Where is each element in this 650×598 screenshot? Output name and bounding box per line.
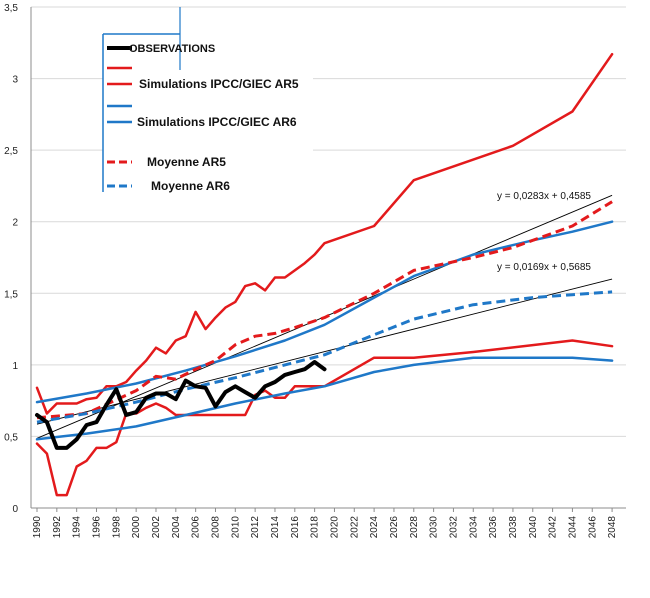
y-tick-label: 2 xyxy=(12,218,18,229)
y-tick-label: 1,5 xyxy=(4,289,18,300)
x-tick-label: 2002 xyxy=(151,516,162,539)
x-tick-label: 2048 xyxy=(607,516,618,539)
x-tick-label: 2044 xyxy=(567,516,578,539)
y-tick-label: 3,5 xyxy=(4,3,18,14)
x-tick-label: 2004 xyxy=(171,516,182,539)
series-line-2 xyxy=(35,339,614,497)
x-tick-label: 2010 xyxy=(230,516,241,539)
x-tick-label: 1998 xyxy=(111,516,122,539)
x-tick-label: 2016 xyxy=(290,516,301,539)
x-axis-ticks: 1990 1992 1994 1996 1998 2000 2002 2004 2006 2008… xyxy=(32,516,618,539)
x-tick-label: 1992 xyxy=(52,516,63,539)
x-tick-label: 2008 xyxy=(210,516,221,539)
legend-label: OBSERVATIONS xyxy=(129,43,215,55)
x-tick-label: 2020 xyxy=(329,516,340,539)
x-tick-label: 2030 xyxy=(429,516,440,539)
series-lines xyxy=(35,52,614,497)
x-tick-label: 2014 xyxy=(270,516,281,539)
series-line-0 xyxy=(35,360,327,450)
axes xyxy=(30,7,626,512)
x-tick-label: 2024 xyxy=(369,516,380,539)
y-tick-label: 0,5 xyxy=(4,432,18,443)
series-line-5 xyxy=(36,200,613,420)
x-tick-label: 2032 xyxy=(448,516,459,539)
x-tick-label: 2018 xyxy=(310,516,321,539)
x-tick-label: 2026 xyxy=(389,516,400,539)
x-tick-label: 2000 xyxy=(131,516,142,539)
y-tick-label: 2,5 xyxy=(4,146,18,157)
trendline-equation: y = 0,0169x + 0,5685 xyxy=(497,262,591,273)
y-axis-ticks: 0 0,5 1 1,5 2 2,5 3 3,5 xyxy=(4,3,18,515)
legend-box xyxy=(103,34,313,194)
x-tick-label: 2046 xyxy=(587,516,598,539)
x-tick-label: 1996 xyxy=(91,516,102,539)
x-tick-label: 2034 xyxy=(468,516,479,539)
y-tick-label: 0 xyxy=(12,504,18,515)
legend-label: Moyenne AR5 xyxy=(147,155,226,169)
trendline-equation: y = 0,0283x + 0,4585 xyxy=(497,191,591,202)
x-tick-label: 2038 xyxy=(508,516,519,539)
trendline xyxy=(36,278,613,425)
legend-label: Simulations IPCC/GIEC AR5 xyxy=(139,77,299,91)
legend-label: Moyenne AR6 xyxy=(151,179,230,193)
x-tick-label: 2028 xyxy=(409,516,420,539)
series-line-1 xyxy=(35,52,614,415)
x-tick-label: 1994 xyxy=(72,516,83,539)
series-line-4 xyxy=(35,356,614,441)
x-tick-label: 2022 xyxy=(349,516,360,539)
series-line-6 xyxy=(36,290,613,424)
series-line-3 xyxy=(35,220,614,404)
y-tick-label: 1 xyxy=(12,361,18,372)
x-tick-label: 1990 xyxy=(32,516,43,539)
x-tick-label: 2036 xyxy=(488,516,499,539)
x-tick-label: 2006 xyxy=(191,516,202,539)
legend-label: Simulations IPCC/GIEC AR6 xyxy=(137,115,297,129)
legend: OBSERVATIONS Simulations IPCC/GIEC AR5 Sim… xyxy=(102,7,313,194)
y-tick-label: 3 xyxy=(12,75,18,86)
x-tick-label: 2040 xyxy=(528,516,539,539)
x-tick-label: 2012 xyxy=(250,516,261,539)
x-tick-label: 2042 xyxy=(548,516,559,539)
trendline-equations: y = 0,0283x + 0,4585 y = 0,0169x + 0,5685 xyxy=(497,191,591,273)
